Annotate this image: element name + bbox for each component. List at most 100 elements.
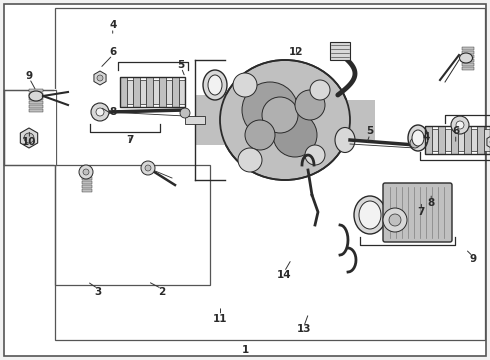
Ellipse shape [354, 196, 386, 234]
Circle shape [24, 133, 34, 143]
Bar [126, 80, 133, 104]
Text: 5: 5 [367, 126, 373, 136]
Bar [330, 42, 350, 60]
Circle shape [79, 165, 93, 179]
Bar [166, 80, 172, 104]
Bar [152, 80, 159, 104]
Text: 7: 7 [417, 207, 425, 217]
Bar [451, 126, 458, 154]
Ellipse shape [208, 75, 222, 95]
Bar [55, 165, 210, 285]
Bar [82, 181, 92, 184]
Bar [464, 126, 470, 154]
Text: 8: 8 [109, 107, 116, 117]
Bar [432, 129, 438, 151]
Circle shape [451, 116, 469, 134]
Circle shape [295, 90, 325, 120]
Text: 11: 11 [213, 314, 228, 324]
Text: 6: 6 [109, 47, 116, 57]
Text: 2: 2 [158, 287, 165, 297]
Ellipse shape [203, 70, 227, 100]
Bar [195, 95, 295, 145]
Bar [120, 77, 126, 107]
Bar [82, 185, 92, 188]
Bar [29, 105, 43, 108]
Text: 10: 10 [22, 137, 37, 147]
Bar [295, 100, 375, 140]
Circle shape [145, 165, 151, 171]
Bar [178, 80, 185, 104]
Bar [140, 80, 146, 104]
Text: 1: 1 [242, 345, 248, 355]
Ellipse shape [29, 91, 43, 101]
Bar [55, 8, 485, 340]
Bar [462, 51, 474, 54]
Bar [470, 129, 477, 151]
Bar [29, 89, 43, 92]
Text: 5: 5 [178, 60, 185, 70]
Ellipse shape [412, 130, 424, 146]
Circle shape [238, 148, 262, 172]
Bar [462, 47, 474, 50]
Text: 7: 7 [126, 135, 134, 145]
Text: 3: 3 [95, 287, 101, 297]
Circle shape [242, 82, 298, 138]
Bar [438, 126, 444, 154]
Bar [484, 129, 490, 151]
Bar [425, 126, 432, 154]
Ellipse shape [335, 127, 355, 153]
Circle shape [233, 73, 257, 97]
Bar [462, 59, 474, 62]
Circle shape [141, 161, 155, 175]
Text: 12: 12 [289, 47, 304, 57]
Bar [146, 77, 152, 107]
Text: 14: 14 [277, 270, 292, 280]
Text: 13: 13 [296, 324, 311, 334]
Bar [29, 109, 43, 112]
FancyBboxPatch shape [383, 183, 452, 242]
Ellipse shape [408, 125, 428, 151]
Bar [82, 189, 92, 192]
Bar [120, 77, 185, 107]
Bar [462, 55, 474, 58]
Bar [29, 101, 43, 104]
Text: 6: 6 [452, 126, 459, 136]
Ellipse shape [220, 60, 350, 180]
Circle shape [91, 103, 109, 121]
Bar [458, 129, 464, 151]
Bar [82, 173, 92, 176]
Circle shape [83, 169, 89, 175]
Circle shape [180, 108, 190, 118]
Text: 8: 8 [428, 198, 435, 208]
Text: 9: 9 [26, 71, 33, 81]
Bar [185, 116, 205, 124]
Text: 9: 9 [469, 254, 476, 264]
Bar [29, 97, 43, 100]
Bar [4, 90, 56, 165]
Bar [29, 93, 43, 96]
Bar [425, 126, 490, 154]
Ellipse shape [460, 53, 472, 63]
Circle shape [262, 97, 298, 133]
Bar [82, 177, 92, 180]
Bar [159, 77, 166, 107]
Bar [462, 63, 474, 66]
Circle shape [305, 145, 325, 165]
Bar [133, 77, 140, 107]
Text: 4: 4 [422, 132, 430, 142]
Circle shape [310, 80, 330, 100]
Bar [444, 129, 451, 151]
Bar [462, 67, 474, 70]
Ellipse shape [359, 201, 381, 229]
Circle shape [245, 120, 275, 150]
Circle shape [456, 121, 464, 129]
Circle shape [389, 214, 401, 226]
Circle shape [383, 208, 407, 232]
Bar [172, 77, 178, 107]
Circle shape [96, 108, 104, 116]
Circle shape [410, 138, 420, 148]
Text: 4: 4 [109, 20, 117, 30]
Circle shape [97, 75, 103, 81]
Bar [477, 126, 484, 154]
Circle shape [273, 113, 317, 157]
